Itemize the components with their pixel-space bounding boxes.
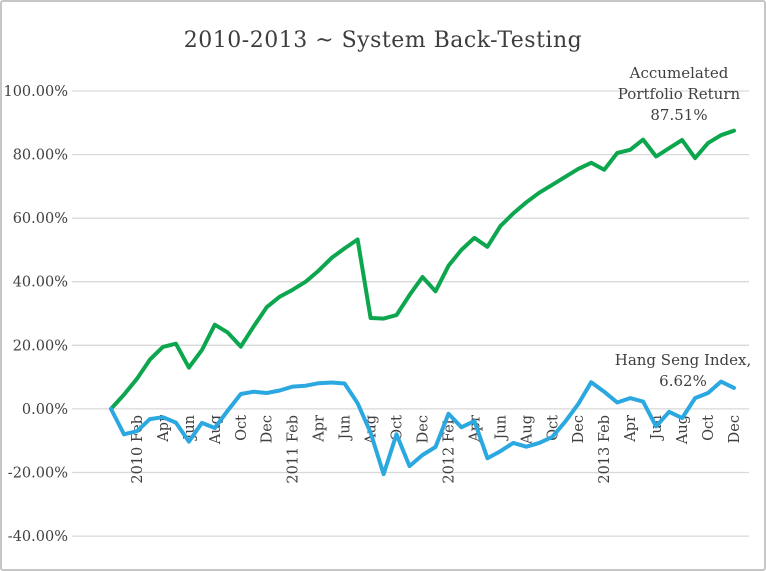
annotation-hang-seng-value: 6.62%	[659, 372, 707, 390]
annotation-portfolio-return-line2: Portfolio Return	[617, 85, 741, 103]
y-axis-tick-label: 20.00%	[13, 338, 68, 354]
x-axis-tick-label: Oct	[545, 415, 561, 441]
x-axis-tick-label: Jun	[338, 415, 354, 442]
y-axis-tick-label: 60.00%	[13, 211, 68, 227]
x-axis-tick-label: Apr	[156, 415, 172, 443]
y-axis-tick-label: 80.00%	[13, 148, 68, 164]
x-axis-tick-label: Oct	[234, 415, 250, 441]
x-axis-tick-label: Aug	[675, 415, 691, 445]
x-axis-tick-label: Dec	[571, 415, 587, 443]
y-axis-tick-label: -40.00%	[8, 529, 68, 545]
y-axis-tick-label: -20.00%	[8, 466, 68, 482]
annotation-portfolio-return: Accumelated Portfolio Return 87.51%	[596, 63, 762, 126]
annotation-hang-seng-line1: Hang Seng Index,	[614, 351, 752, 369]
y-axis-tick-label: 100.00%	[3, 84, 68, 100]
x-axis-tick-label: Oct	[701, 415, 717, 441]
annotation-portfolio-return-value: 87.51%	[650, 106, 708, 124]
x-axis-tick-label: Dec	[727, 415, 743, 443]
x-axis-tick-label: Aug	[519, 415, 535, 445]
series-line-hang-seng-index	[109, 379, 736, 477]
x-axis-tick-label: Oct	[390, 415, 406, 441]
x-axis-tick-label: 2013 Feb	[597, 415, 613, 484]
annotation-portfolio-return-line1: Accumelated	[629, 64, 729, 82]
annotation-hang-seng: Hang Seng Index, 6.62%	[600, 350, 764, 392]
x-axis-tick-label: Dec	[260, 415, 276, 443]
x-axis-tick-label: Jun	[493, 415, 509, 442]
x-axis-tick-label: Apr	[312, 415, 328, 443]
chart-title: 2010-2013 ~ System Back-Testing	[183, 28, 583, 53]
x-axis-tick-label: Dec	[416, 415, 432, 443]
x-axis-tick-label: Apr	[623, 415, 639, 443]
x-axis-tick-label: 2012 Feb	[442, 415, 458, 484]
series-line-portfolio-return	[109, 128, 736, 411]
x-axis-tick-label: 2011 Feb	[286, 415, 302, 484]
y-axis-tick-label: 40.00%	[13, 275, 68, 291]
y-axis-tick-label: 0.00%	[22, 402, 68, 418]
